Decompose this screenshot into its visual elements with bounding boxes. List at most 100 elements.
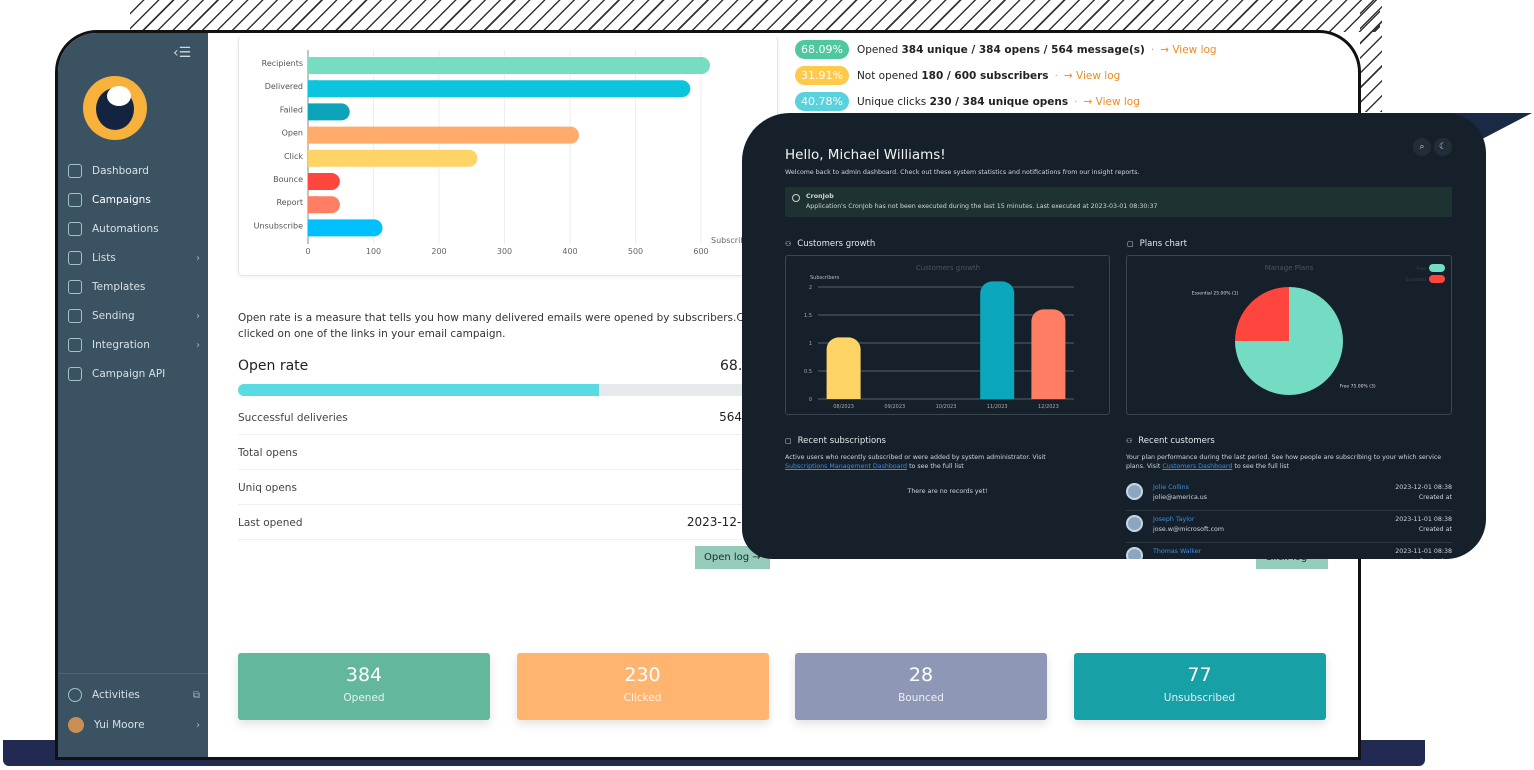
- x-axis-label: Subscribe: [711, 236, 750, 245]
- users-icon: ⚇: [785, 240, 792, 248]
- percent-badge: 68.09%: [795, 40, 849, 59]
- x-tick-label: 400: [562, 247, 577, 256]
- logo: [83, 76, 147, 140]
- pie-label: Free 75.00% (3): [1340, 384, 1376, 390]
- search-icon[interactable]: ⌕: [1413, 138, 1431, 156]
- sidebar-item-campaigns[interactable]: Campaigns: [66, 189, 200, 211]
- sidebar-item-label: Sending: [92, 310, 135, 322]
- recent-customers-heading: ⚇ Recent customers: [1126, 436, 1215, 446]
- cronjob-alert: CronJob Application's CronJob has not be…: [785, 187, 1452, 217]
- bar-11/2023: [980, 281, 1015, 399]
- y-tick-label: Report: [276, 198, 303, 207]
- bar-base: [308, 149, 317, 167]
- decorative-hatch: [130, 0, 1380, 32]
- chevron-right-icon: ›: [196, 339, 200, 351]
- y-tick-label: 0: [809, 397, 812, 403]
- open-log-button[interactable]: Open log →: [695, 546, 770, 569]
- sidebar-item-sending[interactable]: Sending ›: [66, 305, 200, 327]
- stat-line: 68.09% Opened 384 unique / 384 opens / 56…: [795, 40, 1217, 59]
- y-tick-label: Delivered: [265, 82, 303, 91]
- dark-dashboard-panel: Hello, Michael Williams! ⌕ ☾ Welcome bac…: [742, 113, 1486, 559]
- summary-card-bounced: 28 Bounced: [795, 653, 1047, 720]
- sidebar-item-label: Automations: [92, 223, 159, 235]
- dark-mode-moon-icon[interactable]: ☾: [1434, 138, 1452, 156]
- bar-open: [308, 126, 579, 144]
- chart-title: Customers growth: [916, 264, 980, 272]
- y-tick-label: 1: [809, 341, 812, 347]
- stat-line: 40.78% Unique clicks 230 / 384 unique ope…: [795, 92, 1140, 111]
- x-tick-label: 500: [628, 247, 643, 256]
- y-tick-label: Bounce: [273, 175, 303, 184]
- sidebar-item-campaign-api[interactable]: Campaign API: [66, 363, 200, 385]
- sync-icon: [68, 309, 82, 323]
- customers-growth-heading: ⚇ Customers growth: [785, 239, 876, 249]
- customer-row[interactable]: Jolie Collins jolie@america.us 2023-12-01 …: [1126, 479, 1452, 511]
- bar-base: [308, 173, 317, 190]
- paper-plane-icon: [68, 193, 82, 207]
- sidebar-item-dashboard[interactable]: Dashboard: [66, 160, 200, 182]
- bar-base: [308, 196, 317, 214]
- x-tick-label: 200: [431, 247, 446, 256]
- view-log-link[interactable]: → View log: [1160, 43, 1217, 56]
- chart-title: Manage Plans: [1265, 264, 1314, 272]
- sidebar-item-activities[interactable]: Activities ⧉: [66, 684, 200, 706]
- y-tick-label: Unsubscribe: [254, 221, 303, 230]
- sidebar-item-label: Lists: [92, 252, 116, 264]
- legend-swatch: [1429, 275, 1445, 283]
- sidebar-item-templates[interactable]: Templates: [66, 276, 200, 298]
- view-log-link[interactable]: → View log: [1063, 69, 1121, 82]
- percent-badge: 31.91%: [795, 66, 849, 85]
- pie-chart-svg: Manage Plans Free 75.00% (3) Free Essential…: [1192, 264, 1445, 395]
- list-icon: [68, 251, 82, 265]
- bar-12/2023: [1031, 309, 1066, 399]
- customer-name[interactable]: Jolie Collins: [1153, 484, 1189, 491]
- sidebar-item-automations[interactable]: Automations: [66, 218, 200, 240]
- avatar: [68, 717, 84, 733]
- view-log-link[interactable]: → View log: [1083, 95, 1140, 108]
- bar-recipients: [308, 57, 710, 74]
- pie-label: Essential 25.00% (1): [1192, 290, 1239, 296]
- sidebar: ‹☰ Dashboard Campaigns Automations Lists › Te…: [58, 33, 208, 757]
- empty-state: There are no records yet!: [907, 488, 988, 495]
- welcome-text: Welcome back to admin dashboard. Check o…: [785, 169, 1140, 176]
- y-axis-label: Subscribers: [810, 275, 840, 281]
- bar-base: [1031, 387, 1066, 399]
- avatar: [1126, 515, 1143, 532]
- growth-chart-svg: Customers growth Subscribers 0 0.5 1 1.5 2 08/2…: [804, 264, 1074, 410]
- greeting: Hello, Michael Williams!: [785, 147, 946, 163]
- legend-label: Essential: [1406, 277, 1426, 283]
- sidebar-item-label: Dashboard: [92, 165, 149, 177]
- open-rate-progress-fill: [238, 384, 599, 396]
- x-tick-label: 300: [497, 247, 512, 256]
- open-rate-value: 68.: [720, 358, 743, 374]
- sidebar-item-integration[interactable]: Integration ›: [66, 334, 200, 356]
- y-tick-label: Failed: [280, 105, 303, 114]
- avatar: [1126, 547, 1143, 559]
- collapse-sidebar-icon[interactable]: ‹☰: [173, 45, 192, 61]
- open-rate-progress: [238, 384, 768, 396]
- stat-row: Uniq opens: [238, 475, 768, 505]
- home-icon: [68, 164, 82, 178]
- bar-failed: [308, 103, 350, 121]
- customer-name[interactable]: Thomas Walker: [1153, 548, 1202, 555]
- shield-check-icon: [68, 222, 82, 236]
- sidebar-item-label: Campaigns: [92, 194, 151, 206]
- plug-icon: [68, 338, 82, 352]
- legend-swatch: [1429, 264, 1445, 272]
- subscriptions-dashboard-link[interactable]: Subscriptions Management Dashboard: [785, 463, 908, 470]
- customer-row[interactable]: Joseph Taylor jose.w@microsoft.com 2023-11…: [1126, 511, 1452, 543]
- stat-row: Successful deliveries56494: [238, 405, 768, 435]
- sidebar-item-lists[interactable]: Lists ›: [66, 247, 200, 269]
- x-tick-label: 12/2023: [1038, 404, 1059, 410]
- customers-dashboard-link[interactable]: Customers Dashboard: [1162, 463, 1233, 470]
- bar-base: [826, 387, 861, 399]
- stat-line: 31.91% Not opened 180 / 600 subscribers · →…: [795, 66, 1120, 85]
- customer-name[interactable]: Joseph Taylor: [1153, 516, 1195, 523]
- users-icon: ⚇: [1126, 437, 1133, 445]
- clipboard-icon: ▢: [785, 437, 792, 445]
- x-tick-label: 09/2023: [884, 404, 905, 410]
- y-tick-label: Click: [284, 152, 303, 161]
- user-menu[interactable]: Yui Moore ›: [66, 714, 200, 736]
- decorative-hatch: [1360, 0, 1382, 112]
